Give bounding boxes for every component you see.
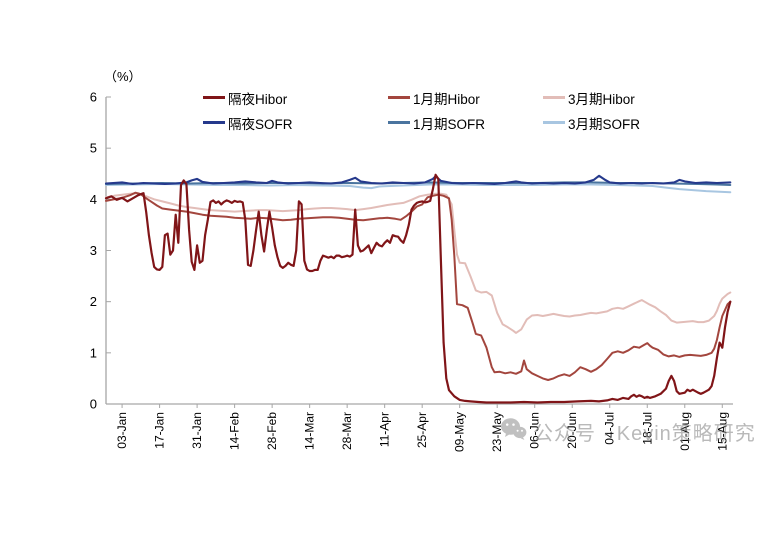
x-tick-label: 04-Jul bbox=[603, 412, 617, 445]
legend-label: 3月期SOFR bbox=[568, 116, 641, 132]
legend-line-swatch bbox=[543, 121, 565, 124]
legend-item: 1月期SOFR bbox=[388, 111, 543, 134]
x-tick-label: 17-Jan bbox=[153, 412, 167, 449]
x-tick-label: 03-Jan bbox=[115, 412, 129, 449]
x-tick-label: 28-Feb bbox=[265, 412, 279, 450]
legend-item: 隔夜Hibor bbox=[203, 86, 388, 109]
series-1月期Hibor bbox=[105, 191, 732, 381]
x-tick-label: 01-Aug bbox=[678, 412, 692, 451]
legend-item: 隔夜SOFR bbox=[203, 111, 388, 134]
wechat-icon bbox=[500, 417, 527, 446]
legend-line-swatch bbox=[388, 96, 410, 99]
y-tick-label: 2 bbox=[90, 294, 97, 309]
y-tick-label: 5 bbox=[90, 141, 97, 156]
legend-line-swatch bbox=[388, 121, 410, 124]
x-tick-label: 11-Apr bbox=[378, 412, 392, 447]
x-tick-label: 31-Jan bbox=[190, 412, 204, 449]
legend-label: 隔夜SOFR bbox=[228, 116, 293, 132]
chart-legend: 隔夜Hibor 1月期Hibor 3月期Hibor 隔夜SOFR 1月期SOFR 3月期S… bbox=[203, 86, 718, 134]
series-3月期Hibor bbox=[105, 192, 732, 334]
legend-line-swatch bbox=[203, 121, 225, 124]
x-tick-label: 14-Mar bbox=[303, 412, 317, 450]
legend-item: 3月期Hibor bbox=[543, 86, 718, 109]
legend-label: 1月期SOFR bbox=[413, 116, 486, 132]
series-隔夜Hibor bbox=[104, 173, 732, 404]
y-tick-label: 4 bbox=[90, 192, 97, 207]
x-tick-label: 23-May bbox=[490, 412, 504, 452]
legend-item: 3月期SOFR bbox=[543, 111, 718, 134]
y-tick-label: 0 bbox=[90, 397, 97, 412]
series-3月期SOFR bbox=[105, 183, 732, 194]
y-tick-label: 3 bbox=[90, 243, 97, 258]
y-axis-unit-label: （%） bbox=[104, 69, 142, 84]
x-tick-label: 06-Jun bbox=[528, 412, 542, 449]
legend-line-swatch bbox=[203, 96, 225, 99]
watermark: 公众号 · Kevin策略研究 bbox=[500, 417, 756, 446]
legend-item: 1月期Hibor bbox=[388, 86, 543, 109]
watermark-text: 公众号 · Kevin策略研究 bbox=[533, 423, 756, 445]
legend-line-swatch bbox=[543, 96, 565, 99]
x-tick-label: 18-Jul bbox=[640, 412, 654, 445]
legend-label: 1月期Hibor bbox=[413, 91, 480, 107]
x-tick-label: 15-Aug bbox=[715, 412, 729, 451]
x-tick-label: 09-May bbox=[453, 412, 467, 452]
x-tick-label: 14-Feb bbox=[228, 412, 242, 450]
y-tick-label: 1 bbox=[90, 345, 97, 360]
x-tick-label: 20-Jun bbox=[565, 412, 579, 449]
x-tick-label: 28-Mar bbox=[340, 412, 354, 450]
y-tick-label: 6 bbox=[90, 90, 97, 105]
legend-label: 隔夜Hibor bbox=[228, 91, 288, 107]
series-隔夜SOFR bbox=[104, 174, 732, 186]
x-tick-label: 25-Apr bbox=[415, 412, 429, 448]
legend-label: 3月期Hibor bbox=[568, 91, 635, 107]
